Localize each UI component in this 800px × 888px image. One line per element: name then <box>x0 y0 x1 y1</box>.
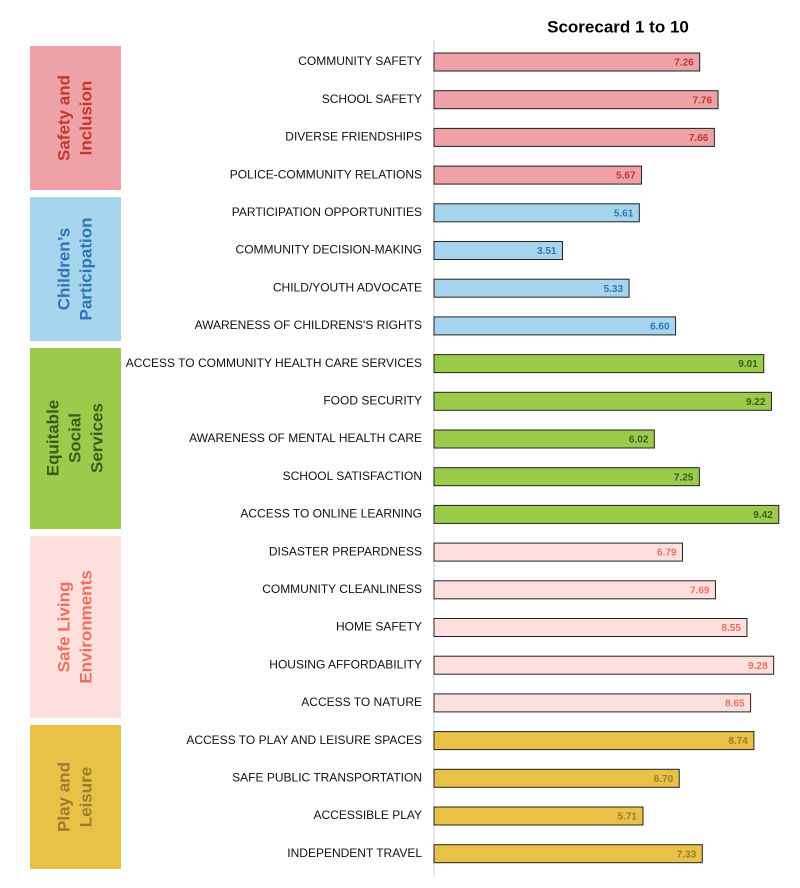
category-label: POLICE-COMMUNITY RELATIONS <box>230 167 422 181</box>
group-label: Play and Leisure <box>54 761 96 832</box>
value-label: 7.25 <box>674 472 694 483</box>
category-label: ACCESSIBLE PLAY <box>314 808 423 822</box>
value-label: 3.51 <box>537 246 557 257</box>
group-box: Safe Living Environments <box>30 536 121 718</box>
bar <box>433 806 644 826</box>
bar <box>433 731 755 751</box>
bar <box>433 90 719 110</box>
value-label: 8.65 <box>725 699 745 710</box>
value-label: 6.60 <box>650 322 670 333</box>
value-label: 5.61 <box>614 208 634 219</box>
category-label: SCHOOL SATISFACTION <box>283 469 422 483</box>
group-label: Children’s Participation <box>54 217 96 321</box>
bar <box>433 203 640 223</box>
category-label: PARTICIPATION OPPORTUNITIES <box>232 205 422 219</box>
bar <box>433 316 677 336</box>
category-label: AWARENESS OF MENTAL HEALTH CARE <box>189 431 422 445</box>
value-label: 6.70 <box>654 774 674 785</box>
category-label: ACCESS TO PLAY AND LEISURE SPACES <box>186 733 422 747</box>
bar <box>433 278 630 298</box>
group-box: Play and Leisure <box>30 724 121 869</box>
bar <box>433 52 701 72</box>
bar <box>433 429 655 449</box>
value-label: 9.42 <box>753 510 773 521</box>
category-label: ACCESS TO NATURE <box>301 695 422 709</box>
category-label: COMMUNITY SAFETY <box>298 54 422 68</box>
group-box: Safety and Inclusion <box>30 46 121 191</box>
value-label: 7.76 <box>693 95 713 106</box>
bar <box>433 693 752 713</box>
bar <box>433 391 772 411</box>
value-label: 5.33 <box>604 284 624 295</box>
category-label: ACCESS TO ONLINE LEARNING <box>240 507 422 521</box>
bar <box>433 618 748 637</box>
bar <box>433 165 643 185</box>
value-label: 5.67 <box>616 171 636 182</box>
value-label: 9.22 <box>746 397 766 408</box>
group-label: Equitable Social Services <box>43 400 107 477</box>
bar <box>433 580 716 600</box>
bar <box>433 768 680 788</box>
category-label: HOUSING AFFORDABILITY <box>269 657 422 671</box>
bar <box>433 467 700 487</box>
category-label: CHILD/YOUTH ADVOCATE <box>273 280 422 294</box>
group-box: Equitable Social Services <box>30 347 121 530</box>
category-label: AWARENESS OF CHILDRENS'S RIGHTS <box>195 318 422 332</box>
value-label: 9.28 <box>748 661 768 672</box>
category-label: DIVERSE FRIENDSHIPS <box>285 130 422 144</box>
category-label: SCHOOL SAFETY <box>322 92 422 106</box>
bar <box>433 354 765 374</box>
value-label: 7.33 <box>677 849 697 860</box>
bar <box>433 844 703 864</box>
category-label: FOOD SECURITY <box>323 393 422 407</box>
value-label: 8.55 <box>721 623 741 634</box>
value-label: 6.02 <box>629 435 649 446</box>
value-label: 7.69 <box>690 585 710 596</box>
category-label: INDEPENDENT TRAVEL <box>287 846 422 860</box>
bar <box>433 655 775 675</box>
bar <box>433 127 715 147</box>
group-label: Safety and Inclusion <box>54 75 96 162</box>
value-label: 7.26 <box>674 58 694 69</box>
value-label: 5.71 <box>618 812 638 823</box>
group-label: Safe Living Environments <box>54 570 96 684</box>
category-label: HOME SAFETY <box>336 620 422 634</box>
category-label: ACCESS TO COMMUNITY HEALTH CARE SERVICES <box>126 356 422 370</box>
value-label: 9.01 <box>738 359 758 370</box>
category-label: COMMUNITY DECISION-MAKING <box>236 243 422 257</box>
group-box: Children’s Participation <box>30 196 121 341</box>
value-label: 6.79 <box>657 548 677 559</box>
chart-title: Scorecard 1 to 10 <box>547 17 689 36</box>
category-label: COMMUNITY CLEANLINESS <box>262 582 422 596</box>
category-label: DISASTER PREPARDNESS <box>269 544 422 558</box>
bar <box>433 542 684 562</box>
bar <box>433 504 780 524</box>
value-label: 7.66 <box>689 133 709 144</box>
bar <box>433 241 563 260</box>
category-label: SAFE PUBLIC TRANSPORTATION <box>232 770 422 784</box>
value-label: 8.74 <box>728 736 748 747</box>
